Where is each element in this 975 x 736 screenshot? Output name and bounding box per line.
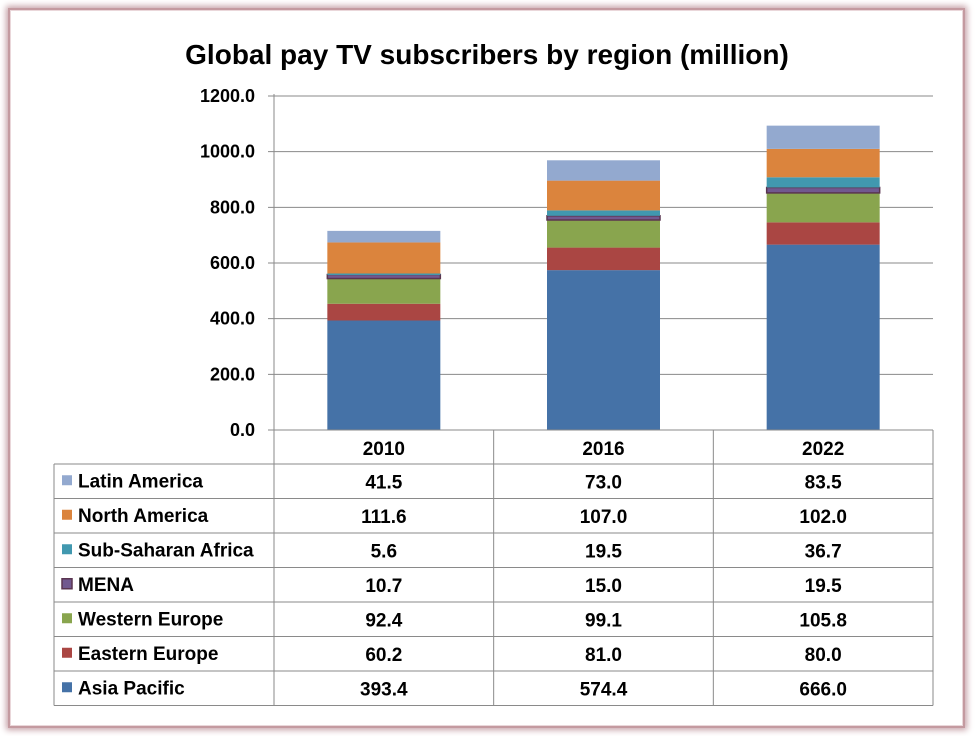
legend-label-mena: MENA [78, 575, 134, 596]
data-label: 5.6 [371, 541, 397, 562]
data-label: 574.4 [580, 679, 628, 700]
y-tick-label: 1200.0 [200, 86, 255, 106]
y-tick-label: 1000.0 [200, 142, 255, 162]
chart-title: Global pay TV subscribers by region (mil… [185, 39, 789, 70]
y-tick-label: 0.0 [230, 420, 255, 440]
legend-key-north-america [62, 509, 72, 520]
legend-key-asia-pacific [62, 682, 72, 693]
data-label: 81.0 [585, 645, 622, 666]
x-tick-label: 2016 [582, 439, 624, 460]
legend-label-western-europe: Western Europe [78, 609, 223, 630]
bar-mena-2010 [326, 273, 442, 280]
bar-latin-america-2016 [547, 160, 660, 181]
bar-mena-2022 [765, 186, 881, 194]
bar-asia-pacific-2010 [327, 320, 441, 430]
legend-label-north-america: North America [78, 506, 209, 527]
bar-western-europe-2022 [766, 192, 880, 223]
bar-north-america-2022 [766, 148, 880, 178]
legend-label-sub-saharan-africa: Sub-Saharan Africa [78, 540, 254, 561]
data-label: 105.8 [799, 610, 847, 631]
data-label: 92.4 [365, 610, 402, 631]
y-tick-label: 400.0 [210, 309, 255, 329]
bar-latin-america-2010 [327, 230, 441, 243]
data-label: 60.2 [365, 645, 402, 666]
data-label: 36.7 [805, 541, 842, 562]
data-label: 99.1 [585, 610, 622, 631]
data-label: 83.5 [805, 472, 842, 493]
legend-key-eastern-europe [62, 647, 72, 658]
bar-mena-2016 [546, 215, 661, 221]
data-label: 80.0 [805, 645, 842, 666]
bar-asia-pacific-2016 [547, 270, 660, 430]
y-tick-label: 600.0 [210, 253, 255, 273]
bar-sub-saharan-africa-2016 [547, 210, 660, 216]
bar-asia-pacific-2022 [766, 244, 880, 430]
data-label: 10.7 [365, 576, 402, 597]
data-label: 41.5 [365, 472, 402, 493]
data-label: 666.0 [799, 679, 847, 700]
data-label: 393.4 [360, 679, 408, 700]
bar-western-europe-2010 [327, 278, 441, 304]
bar-western-europe-2016 [547, 219, 660, 248]
data-label: 73.0 [585, 472, 622, 493]
bar-eastern-europe-2010 [327, 303, 441, 321]
legend-key-western-europe [62, 613, 72, 624]
legend-key-latin-america [62, 475, 72, 486]
y-tick-label: 200.0 [210, 364, 255, 384]
x-tick-label: 2022 [802, 439, 844, 460]
legend-label-eastern-europe: Eastern Europe [78, 644, 218, 665]
data-label: 107.0 [580, 507, 628, 528]
bar-eastern-europe-2022 [766, 222, 880, 245]
legend-label-latin-america: Latin America [78, 471, 203, 492]
bar-eastern-europe-2016 [547, 247, 660, 271]
bar-sub-saharan-africa-2010 [327, 273, 441, 276]
bar-sub-saharan-africa-2022 [766, 177, 880, 188]
data-label: 19.5 [805, 576, 842, 597]
legend-key-sub-saharan-africa [62, 544, 72, 555]
y-tick-label: 800.0 [210, 197, 255, 217]
x-tick-label: 2010 [363, 439, 405, 460]
data-label: 111.6 [361, 507, 406, 528]
data-label: 102.0 [799, 507, 847, 528]
bar-latin-america-2022 [766, 125, 880, 149]
data-label: 19.5 [585, 541, 622, 562]
legend-key-mena [61, 578, 73, 590]
bar-north-america-2010 [327, 242, 441, 274]
data-label: 15.0 [585, 576, 622, 597]
legend-label-asia-pacific: Asia Pacific [78, 678, 185, 699]
bar-north-america-2016 [547, 180, 660, 211]
